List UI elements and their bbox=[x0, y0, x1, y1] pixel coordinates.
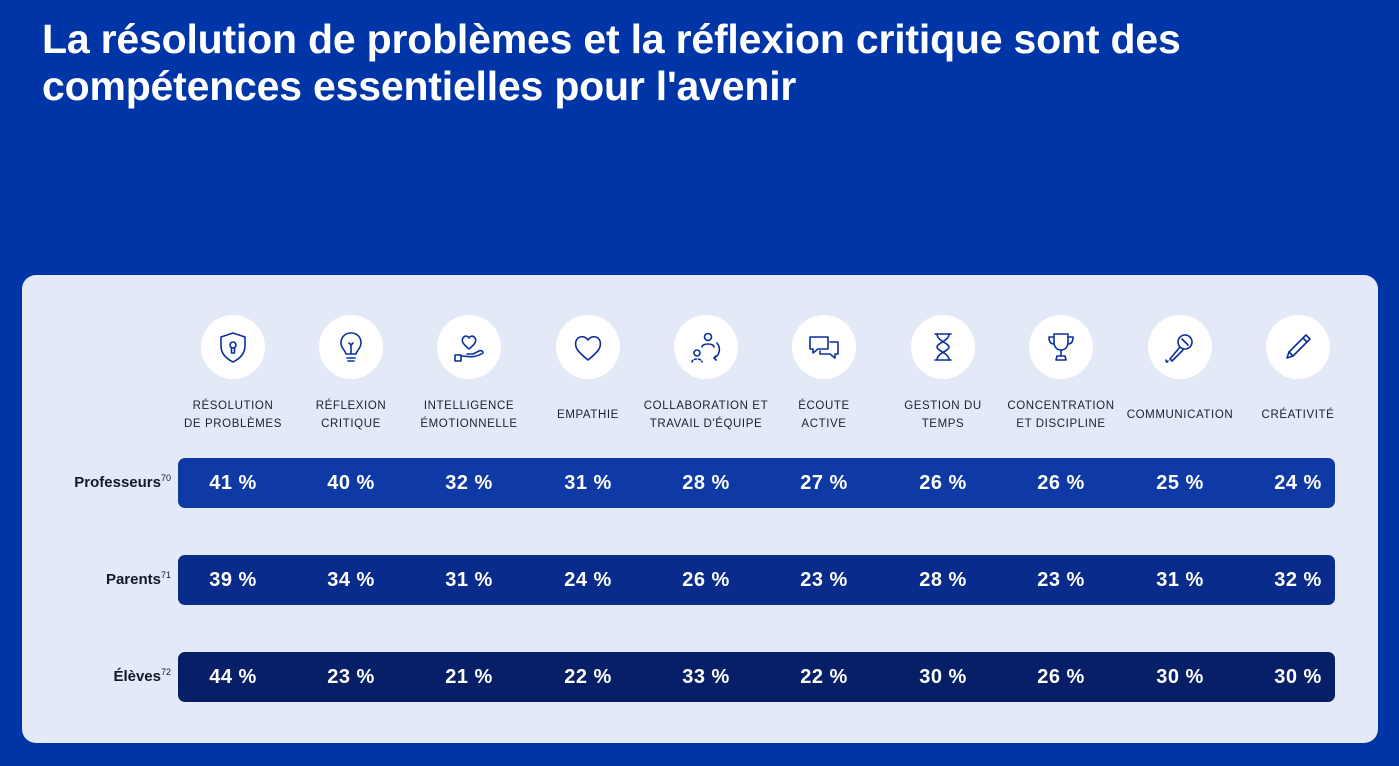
category-header: COMMUNICATION bbox=[1115, 315, 1245, 421]
category-label: INTELLIGENCE ÉMOTIONNELLE bbox=[420, 400, 518, 430]
title-line-1: La résolution de problèmes et la réflexi… bbox=[42, 16, 1181, 62]
value-cell: 23 % bbox=[800, 568, 848, 591]
hand-heart-icon bbox=[437, 315, 501, 379]
value-cell: 41 % bbox=[209, 471, 257, 494]
title-line-2: compétences essentielles pour l'avenir bbox=[42, 63, 797, 109]
category-header: CRÉATIVITÉ bbox=[1233, 315, 1363, 421]
value-cell: 28 % bbox=[919, 568, 967, 591]
value-cell: 33 % bbox=[682, 665, 730, 688]
value-cell: 30 % bbox=[1156, 665, 1204, 688]
value-cell: 26 % bbox=[682, 568, 730, 591]
row-label-footnote: 72 bbox=[160, 667, 171, 677]
value-cell: 34 % bbox=[327, 568, 375, 591]
value-cell: 32 % bbox=[445, 471, 493, 494]
hourglass-icon bbox=[911, 315, 975, 379]
value-cell: 25 % bbox=[1156, 471, 1204, 494]
row-label: Professeurs70 bbox=[21, 473, 171, 491]
value-cell: 40 % bbox=[327, 471, 375, 494]
category-label: RÉFLEXION CRITIQUE bbox=[315, 400, 387, 430]
value-cell: 28 % bbox=[682, 471, 730, 494]
category-label: RÉSOLUTION DE PROBLÈMES bbox=[184, 400, 282, 430]
category-header: COLLABORATION ET TRAVAIL D'ÉQUIPE bbox=[641, 315, 771, 430]
category-header: RÉSOLUTION DE PROBLÈMES bbox=[168, 315, 298, 430]
category-label: GESTION DU TEMPS bbox=[904, 400, 982, 430]
category-header: GESTION DU TEMPS bbox=[878, 315, 1008, 430]
value-cell: 31 % bbox=[1156, 568, 1204, 591]
row-bar: 41 % 40 % 32 % 31 % 28 % 27 % 26 % 26 % 25 % 24 % bbox=[178, 458, 1335, 508]
row-label-footnote: 70 bbox=[160, 473, 171, 483]
value-cell: 22 % bbox=[564, 665, 612, 688]
value-cell: 24 % bbox=[1274, 471, 1322, 494]
value-cell: 21 % bbox=[445, 665, 493, 688]
category-header: CONCENTRATION ET DISCIPLINE bbox=[996, 315, 1126, 430]
row-label-name: Élèves bbox=[113, 668, 161, 685]
value-cell: 31 % bbox=[564, 471, 612, 494]
value-cell: 27 % bbox=[800, 471, 848, 494]
category-header: EMPATHIE bbox=[523, 315, 653, 421]
value-cell: 24 % bbox=[564, 568, 612, 591]
value-cell: 26 % bbox=[919, 471, 967, 494]
value-cell: 30 % bbox=[1274, 665, 1322, 688]
row-label-name: Parents bbox=[105, 571, 161, 588]
pencil-icon bbox=[1266, 315, 1330, 379]
value-cell: 26 % bbox=[1037, 471, 1085, 494]
value-cell: 44 % bbox=[209, 665, 257, 688]
shield-lock-icon bbox=[201, 315, 265, 379]
lightbulb-icon bbox=[319, 315, 383, 379]
chat-bubbles-icon bbox=[792, 315, 856, 379]
category-label: COLLABORATION ET TRAVAIL D'ÉQUIPE bbox=[643, 400, 769, 430]
row-bar: 44 % 23 % 21 % 22 % 33 % 22 % 30 % 26 % 30 % 30 % bbox=[178, 652, 1335, 702]
value-cell: 23 % bbox=[1037, 568, 1085, 591]
value-cell: 39 % bbox=[209, 568, 257, 591]
row-label: Élèves72 bbox=[21, 667, 171, 685]
row-label-footnote: 71 bbox=[160, 570, 171, 580]
category-label: CONCENTRATION ET DISCIPLINE bbox=[1007, 400, 1115, 430]
category-label: EMPATHIE bbox=[557, 409, 619, 421]
trophy-icon bbox=[1029, 315, 1093, 379]
microphone-icon bbox=[1148, 315, 1212, 379]
row-label: Parents71 bbox=[21, 570, 171, 588]
value-cell: 22 % bbox=[800, 665, 848, 688]
value-cell: 23 % bbox=[327, 665, 375, 688]
category-header: ÉCOUTE ACTIVE bbox=[759, 315, 889, 430]
page-title: La résolution de problèmes et la réflexi… bbox=[42, 16, 1342, 110]
category-header: RÉFLEXION CRITIQUE bbox=[286, 315, 416, 430]
heart-icon bbox=[556, 315, 620, 379]
category-label: COMMUNICATION bbox=[1126, 409, 1234, 421]
value-cell: 26 % bbox=[1037, 665, 1085, 688]
category-header: INTELLIGENCE ÉMOTIONNELLE bbox=[404, 315, 534, 430]
value-cell: 32 % bbox=[1274, 568, 1322, 591]
row-bar: 39 % 34 % 31 % 24 % 26 % 23 % 28 % 23 % 31 % 32 % bbox=[178, 555, 1335, 605]
category-label: CRÉATIVITÉ bbox=[1261, 409, 1335, 421]
value-cell: 30 % bbox=[919, 665, 967, 688]
people-cycle-icon bbox=[674, 315, 738, 379]
category-label: ÉCOUTE ACTIVE bbox=[798, 400, 850, 430]
value-cell: 31 % bbox=[445, 568, 493, 591]
row-label-name: Professeurs bbox=[74, 474, 161, 491]
